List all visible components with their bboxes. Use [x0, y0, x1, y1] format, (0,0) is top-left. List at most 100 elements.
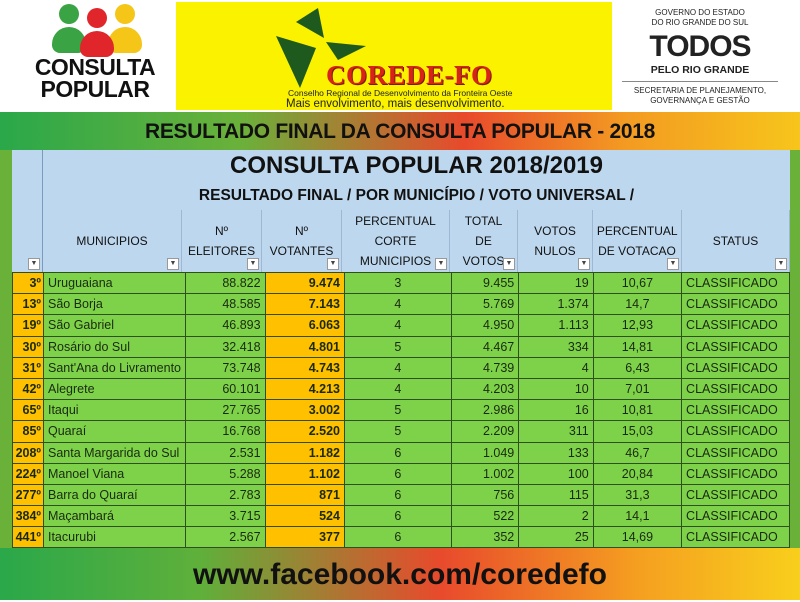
table-cell[interactable]: Maçambará: [42, 505, 187, 528]
table-cell[interactable]: 60.101: [185, 377, 266, 401]
table-cell[interactable]: 20,84: [592, 462, 683, 485]
table-cell[interactable]: 3: [343, 271, 452, 295]
table-cell[interactable]: 6: [343, 462, 452, 485]
table-cell[interactable]: 441º: [12, 526, 44, 549]
table-cell[interactable]: 4: [343, 293, 452, 316]
table-cell[interactable]: Rosário do Sul: [42, 335, 187, 358]
table-cell[interactable]: 1.113: [518, 314, 594, 337]
table-cell[interactable]: 5: [343, 335, 452, 358]
facebook-link[interactable]: www.facebook.com/coredefo: [193, 558, 607, 591]
table-cell[interactable]: 46.893: [185, 314, 266, 337]
table-cell[interactable]: 16: [518, 399, 594, 422]
table-cell[interactable]: 48.585: [185, 293, 266, 316]
table-cell[interactable]: 4.739: [450, 356, 520, 379]
table-cell[interactable]: São Gabriel: [42, 314, 187, 337]
table-cell[interactable]: 15,03: [592, 420, 683, 443]
table-cell[interactable]: 524: [264, 505, 345, 528]
table-cell[interactable]: CLASSIFICADO: [681, 526, 790, 549]
table-cell[interactable]: 31,3: [592, 483, 683, 507]
table-cell[interactable]: 2.209: [450, 420, 520, 443]
table-cell[interactable]: Barra do Quaraí: [42, 483, 187, 507]
table-cell[interactable]: CLASSIFICADO: [681, 293, 790, 316]
table-cell[interactable]: CLASSIFICADO: [681, 335, 790, 358]
table-cell[interactable]: 46,7: [592, 441, 683, 464]
table-cell[interactable]: 2.531: [185, 441, 266, 464]
table-cell[interactable]: 224º: [12, 462, 44, 485]
table-cell[interactable]: CLASSIFICADO: [681, 462, 790, 485]
table-cell[interactable]: 6: [343, 483, 452, 507]
table-cell[interactable]: 42º: [12, 377, 44, 401]
table-cell[interactable]: 16.768: [185, 420, 266, 443]
table-cell[interactable]: 3º: [12, 271, 44, 295]
table-cell[interactable]: 871: [264, 483, 345, 507]
table-cell[interactable]: 3.002: [264, 399, 345, 422]
table-cell[interactable]: 277º: [12, 483, 44, 507]
table-cell[interactable]: 377: [264, 526, 345, 549]
table-cell[interactable]: 4: [343, 356, 452, 379]
table-cell[interactable]: 4.203: [450, 377, 520, 401]
table-cell[interactable]: 30º: [12, 335, 44, 358]
table-cell[interactable]: 10,81: [592, 399, 683, 422]
table-cell[interactable]: Santa Margarida do Sul: [42, 441, 187, 464]
filter-dropdown-icon[interactable]: ▼: [167, 258, 179, 270]
table-cell[interactable]: 311: [518, 420, 594, 443]
table-cell[interactable]: 2.567: [185, 526, 266, 549]
table-cell[interactable]: Sant'Ana do Livramento: [42, 356, 187, 379]
table-cell[interactable]: Uruguaiana: [42, 271, 187, 295]
table-cell[interactable]: 384º: [12, 505, 44, 528]
filter-dropdown-icon[interactable]: ▼: [775, 258, 787, 270]
table-cell[interactable]: 352: [450, 526, 520, 549]
table-cell[interactable]: CLASSIFICADO: [681, 399, 790, 422]
filter-dropdown-icon[interactable]: ▼: [578, 258, 590, 270]
table-cell[interactable]: 4.743: [264, 356, 345, 379]
table-cell[interactable]: 85º: [12, 420, 44, 443]
table-cell[interactable]: CLASSIFICADO: [681, 271, 790, 295]
table-cell[interactable]: 2.783: [185, 483, 266, 507]
table-cell[interactable]: Alegrete: [42, 377, 187, 401]
filter-dropdown-icon[interactable]: ▼: [435, 258, 447, 270]
table-cell[interactable]: 5: [343, 420, 452, 443]
table-cell[interactable]: 14,69: [592, 526, 683, 549]
table-cell[interactable]: 14,7: [592, 293, 683, 316]
table-cell[interactable]: Itaqui: [42, 399, 187, 422]
table-cell[interactable]: 14,1: [592, 505, 683, 528]
table-cell[interactable]: 25: [518, 526, 594, 549]
table-cell[interactable]: 334: [518, 335, 594, 358]
table-cell[interactable]: 6.063: [264, 314, 345, 337]
table-cell[interactable]: 756: [450, 483, 520, 507]
table-cell[interactable]: 1.374: [518, 293, 594, 316]
table-cell[interactable]: CLASSIFICADO: [681, 356, 790, 379]
table-cell[interactable]: 115: [518, 483, 594, 507]
table-cell[interactable]: 3.715: [185, 505, 266, 528]
table-cell[interactable]: CLASSIFICADO: [681, 505, 790, 528]
table-cell[interactable]: 5.288: [185, 462, 266, 485]
table-cell[interactable]: 6: [343, 526, 452, 549]
table-cell[interactable]: 2.986: [450, 399, 520, 422]
table-cell[interactable]: Manoel Viana: [42, 462, 187, 485]
table-cell[interactable]: 2.520: [264, 420, 345, 443]
table-cell[interactable]: 5.769: [450, 293, 520, 316]
table-cell[interactable]: CLASSIFICADO: [681, 441, 790, 464]
table-cell[interactable]: 1.102: [264, 462, 345, 485]
table-cell[interactable]: 133: [518, 441, 594, 464]
filter-dropdown-icon[interactable]: ▼: [28, 258, 40, 270]
filter-dropdown-icon[interactable]: ▼: [247, 258, 259, 270]
filter-dropdown-icon[interactable]: ▼: [327, 258, 339, 270]
table-cell[interactable]: 4: [343, 314, 452, 337]
table-cell[interactable]: 19º: [12, 314, 44, 337]
table-cell[interactable]: 6: [343, 441, 452, 464]
table-cell[interactable]: 4.950: [450, 314, 520, 337]
table-cell[interactable]: 522: [450, 505, 520, 528]
table-cell[interactable]: 31º: [12, 356, 44, 379]
table-cell[interactable]: 5: [343, 399, 452, 422]
table-cell[interactable]: CLASSIFICADO: [681, 377, 790, 401]
table-cell[interactable]: 4.467: [450, 335, 520, 358]
table-cell[interactable]: 32.418: [185, 335, 266, 358]
table-cell[interactable]: 1.049: [450, 441, 520, 464]
table-cell[interactable]: CLASSIFICADO: [681, 420, 790, 443]
table-cell[interactable]: 4.213: [264, 377, 345, 401]
table-cell[interactable]: 88.822: [185, 271, 266, 295]
table-cell[interactable]: 7.143: [264, 293, 345, 316]
table-cell[interactable]: 9.455: [450, 271, 520, 295]
filter-dropdown-icon[interactable]: ▼: [503, 258, 515, 270]
